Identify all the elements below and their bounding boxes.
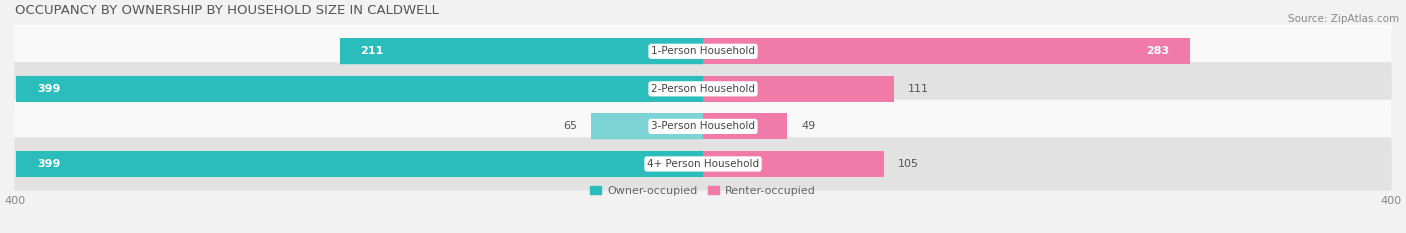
- Bar: [17, 151, 703, 177]
- FancyBboxPatch shape: [14, 62, 1392, 116]
- FancyBboxPatch shape: [340, 38, 703, 64]
- FancyBboxPatch shape: [14, 25, 1392, 78]
- Text: 211: 211: [360, 46, 384, 56]
- Text: 4+ Person Household: 4+ Person Household: [647, 159, 759, 169]
- Text: 399: 399: [37, 159, 60, 169]
- Legend: Owner-occupied, Renter-occupied: Owner-occupied, Renter-occupied: [591, 186, 815, 196]
- Bar: [703, 38, 1189, 64]
- Text: 2-Person Household: 2-Person Household: [651, 84, 755, 94]
- Bar: [703, 151, 884, 177]
- Text: 1-Person Household: 1-Person Household: [651, 46, 755, 56]
- FancyBboxPatch shape: [14, 137, 1392, 191]
- FancyBboxPatch shape: [591, 113, 703, 139]
- Text: 399: 399: [37, 84, 60, 94]
- Bar: [703, 113, 787, 139]
- Text: Source: ZipAtlas.com: Source: ZipAtlas.com: [1288, 14, 1399, 24]
- Text: 3-Person Household: 3-Person Household: [651, 121, 755, 131]
- Bar: [703, 76, 894, 102]
- Text: 49: 49: [801, 121, 815, 131]
- Bar: [17, 76, 703, 102]
- FancyBboxPatch shape: [17, 151, 703, 177]
- Text: OCCUPANCY BY OWNERSHIP BY HOUSEHOLD SIZE IN CALDWELL: OCCUPANCY BY OWNERSHIP BY HOUSEHOLD SIZE…: [14, 4, 439, 17]
- Text: 65: 65: [564, 121, 578, 131]
- Text: 111: 111: [908, 84, 929, 94]
- Bar: [591, 113, 703, 139]
- Text: 283: 283: [1146, 46, 1170, 56]
- Text: 105: 105: [897, 159, 918, 169]
- Bar: [340, 38, 703, 64]
- FancyBboxPatch shape: [14, 100, 1392, 153]
- FancyBboxPatch shape: [17, 76, 703, 102]
